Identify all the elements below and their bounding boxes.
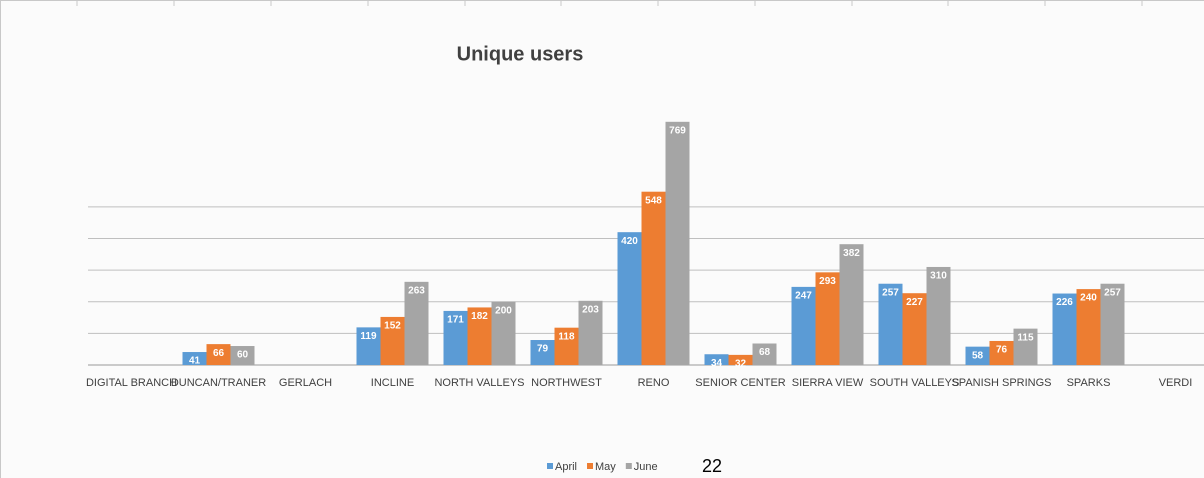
x-tick-label: DIGITAL BRANCH	[86, 377, 177, 389]
data-label: 115	[1017, 332, 1034, 343]
bar	[839, 244, 864, 365]
data-label: 58	[972, 350, 984, 361]
chart-title: Unique users	[457, 43, 584, 65]
bar	[356, 327, 381, 365]
legend-label: May	[595, 461, 616, 473]
x-tick-label: VERDI	[1159, 377, 1193, 389]
bar	[206, 344, 231, 365]
bar	[443, 310, 468, 365]
legend-swatch	[587, 463, 594, 469]
data-label: 200	[495, 305, 512, 316]
data-label: 227	[906, 297, 923, 308]
data-label: 240	[1080, 293, 1097, 304]
bar	[617, 232, 642, 365]
bar	[965, 346, 990, 365]
bar	[230, 346, 255, 365]
data-label: 60	[237, 350, 249, 361]
bar	[578, 300, 603, 365]
data-label: 382	[843, 248, 860, 259]
data-label: 182	[471, 311, 488, 322]
data-label: 66	[213, 348, 225, 359]
bar	[1076, 289, 1101, 365]
x-tick-label: SPANISH SPRINGS	[951, 377, 1051, 389]
data-label: 79	[537, 344, 549, 355]
bar	[878, 283, 903, 365]
legend-label: April	[555, 461, 577, 473]
bar	[752, 343, 777, 365]
x-tick-label: GERLACH	[279, 377, 332, 389]
x-tick-label: INCLINE	[371, 377, 414, 389]
bar	[182, 352, 207, 365]
page-number: 22	[702, 456, 722, 476]
bar	[554, 327, 579, 365]
bar	[989, 340, 1014, 365]
data-label: 226	[1056, 297, 1073, 308]
bar	[1013, 328, 1038, 365]
legend-swatch	[547, 463, 553, 469]
data-label: 118	[558, 331, 575, 342]
x-tick-label: DUNCAN/TRANER	[171, 377, 266, 389]
data-label: 310	[930, 271, 947, 282]
bar	[926, 266, 951, 365]
data-label: 41	[189, 356, 201, 367]
x-tick-label: SENIOR CENTER	[695, 377, 786, 389]
x-tick-label: SPARKS	[1067, 377, 1111, 389]
data-label: 34	[711, 358, 723, 369]
bar	[530, 340, 555, 365]
data-label: 152	[384, 321, 401, 332]
data-label: 257	[1104, 287, 1121, 298]
data-label: 32	[735, 359, 747, 370]
bar	[728, 354, 753, 365]
bar	[1100, 283, 1125, 365]
data-label: 68	[759, 347, 771, 358]
bar	[665, 121, 690, 366]
data-label: 247	[795, 291, 812, 302]
bar	[1052, 293, 1077, 365]
data-label: 420	[621, 236, 638, 247]
data-label: 171	[447, 315, 464, 326]
bar	[491, 301, 516, 365]
data-label: 203	[582, 304, 599, 315]
legend-swatch	[625, 463, 632, 469]
x-tick-label: SIERRA VIEW	[792, 377, 864, 389]
bar	[404, 281, 429, 365]
x-tick-label: RENO	[638, 377, 670, 389]
data-label: 263	[408, 285, 425, 296]
bar	[380, 316, 405, 365]
data-label: 769	[669, 125, 686, 136]
data-label: 76	[996, 345, 1008, 356]
x-tick-label: NORTHWEST	[531, 377, 602, 389]
bar	[467, 307, 492, 365]
bar	[641, 191, 666, 365]
data-label: 293	[819, 276, 836, 287]
data-label: 257	[882, 287, 899, 298]
x-tick-label: SOUTH VALLEYS	[870, 377, 960, 389]
data-label: 548	[645, 195, 662, 206]
bar	[704, 354, 729, 365]
data-label: 119	[360, 331, 377, 342]
bar	[815, 272, 840, 365]
legend-label: June	[634, 461, 658, 473]
bar	[791, 286, 816, 365]
bar	[902, 293, 927, 365]
x-tick-label: NORTH VALLEYS	[434, 377, 524, 389]
